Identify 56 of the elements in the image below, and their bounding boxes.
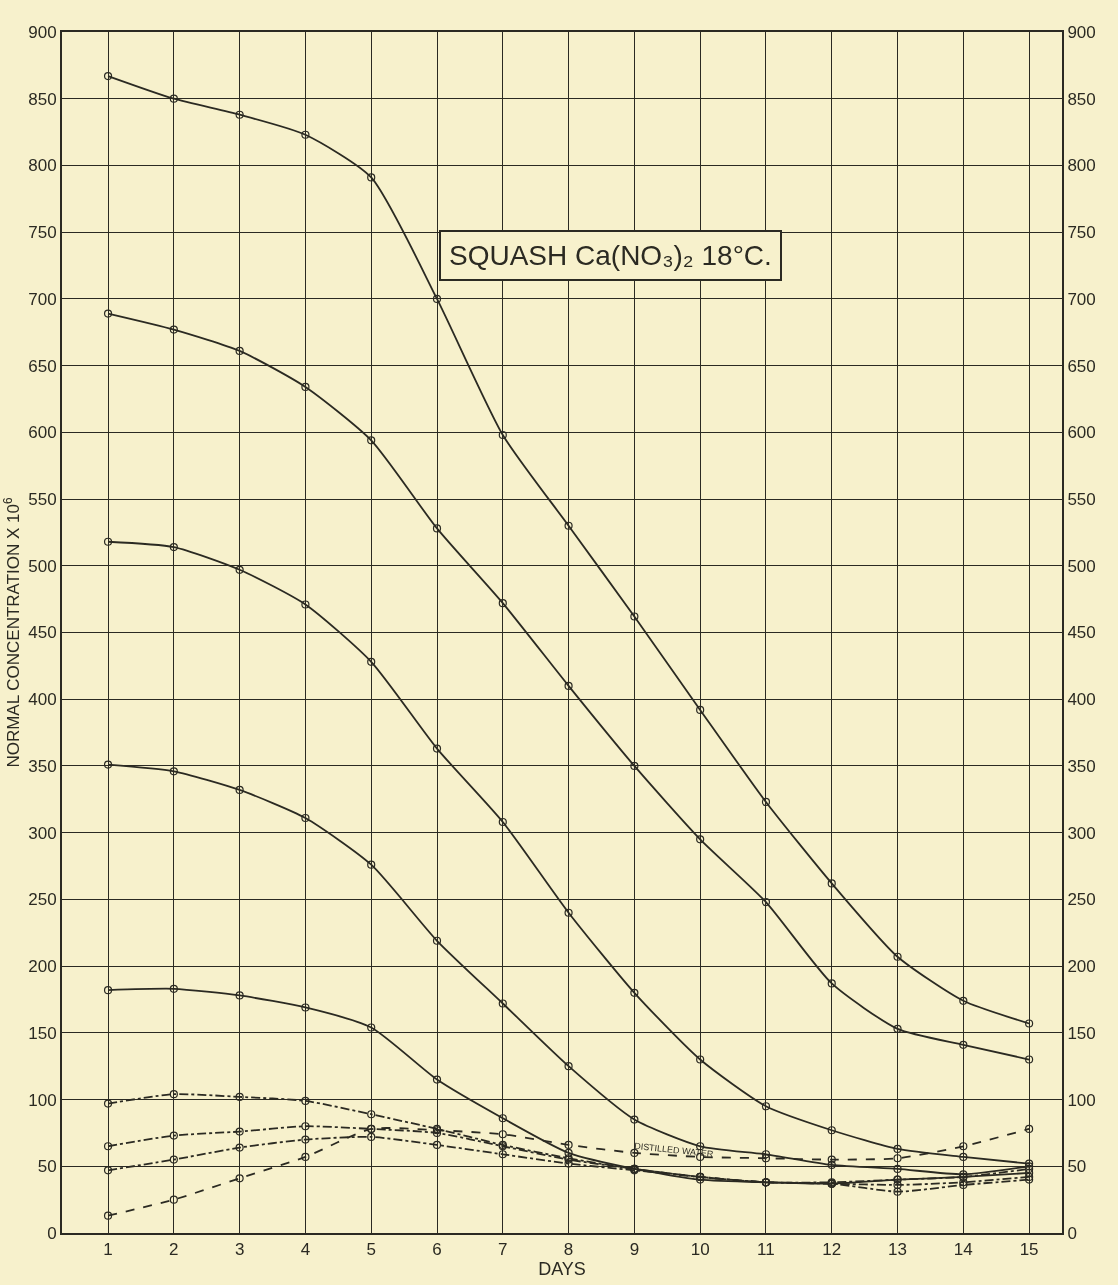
y2-tick-label: 300: [1067, 823, 1096, 843]
y-tick-label: 300: [28, 823, 57, 843]
y-tick-label: 0: [47, 1223, 57, 1243]
y2-tick-label: 750: [1067, 223, 1096, 243]
x-tick-label: 7: [498, 1240, 508, 1260]
y-tick-label: 50: [37, 1157, 57, 1177]
y2-tick-label: 450: [1067, 623, 1096, 643]
y2-tick-label: 600: [1067, 423, 1096, 443]
y2-tick-label: 0: [1067, 1223, 1077, 1243]
y2-tick-label: 700: [1067, 289, 1096, 309]
x-tick-label: 6: [432, 1240, 442, 1260]
y2-tick-label: 500: [1067, 556, 1096, 576]
x-tick-label: 2: [169, 1240, 179, 1260]
y-tick-label: 250: [28, 890, 57, 910]
y-tick-label: 150: [28, 1023, 57, 1043]
x-tick-label: 1: [103, 1240, 113, 1260]
x-tick-label: 14: [953, 1240, 973, 1260]
y-tick-label: 350: [28, 756, 57, 776]
y-tick-label: 100: [28, 1090, 57, 1110]
y2-tick-label: 900: [1067, 22, 1096, 42]
y2-tick-label: 550: [1067, 490, 1096, 510]
y2-tick-label: 650: [1067, 356, 1096, 376]
y-tick-label: 800: [28, 156, 57, 176]
annotation: DISTILLED WATER: [633, 1140, 715, 1160]
x-tick-label: 12: [822, 1240, 842, 1260]
x-tick-label: 9: [629, 1240, 640, 1260]
y-tick-label: 650: [28, 356, 57, 376]
x-tick-label: 4: [300, 1240, 311, 1260]
x-tick-label: 8: [563, 1240, 574, 1260]
y2-tick-label: 250: [1067, 890, 1096, 910]
y-tick-label: 500: [28, 556, 57, 576]
y2-tick-label: 100: [1067, 1090, 1096, 1110]
y2-tick-label: 350: [1067, 756, 1096, 776]
y2-tick-label: 50: [1067, 1157, 1087, 1177]
y-tick-label: 750: [28, 223, 57, 243]
x-tick-label: 15: [1019, 1240, 1039, 1260]
y2-tick-label: 150: [1067, 1023, 1096, 1043]
y-tick-label: 900: [28, 22, 57, 42]
y2-tick-label: 850: [1067, 89, 1096, 109]
y-tick-label: 550: [28, 490, 57, 510]
text: SQUASH Ca(NO₃)₂ 18°C.: [449, 240, 772, 271]
y2-tick-label: 800: [1067, 156, 1096, 176]
y-tick-label: 400: [28, 690, 57, 710]
x-tick-label: 5: [366, 1240, 376, 1260]
y2-tick-label: 400: [1067, 690, 1096, 710]
y2-tick-label: 200: [1067, 957, 1096, 977]
y-tick-label: 200: [28, 957, 57, 977]
y-tick-label: 850: [28, 89, 57, 109]
y-tick-label: 600: [28, 423, 57, 443]
x-tick-label: 13: [888, 1240, 907, 1260]
y-tick-label: 450: [28, 623, 57, 643]
x-axis-title: DAYS: [538, 1259, 586, 1280]
x-tick-label: 10: [690, 1240, 710, 1260]
x-tick-label: 3: [234, 1240, 245, 1260]
x-tick-label: 11: [757, 1240, 775, 1260]
y-tick-label: 700: [28, 289, 57, 309]
